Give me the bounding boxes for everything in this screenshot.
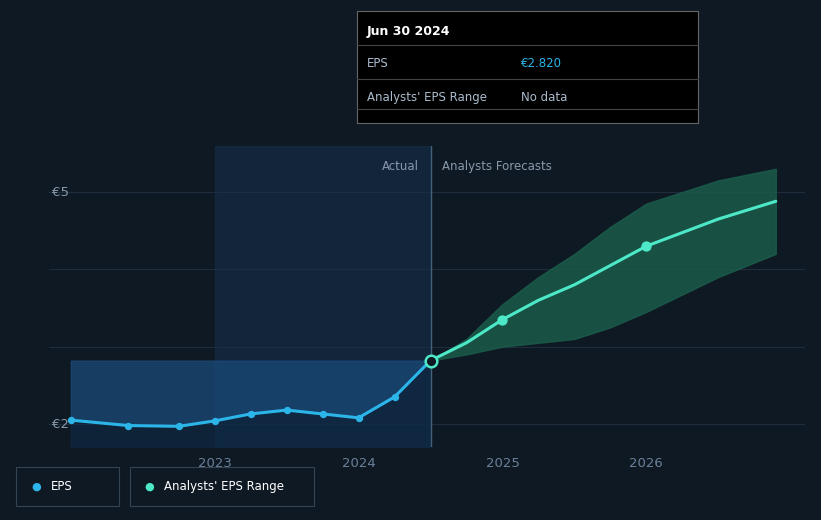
Text: ●: ●: [31, 481, 41, 491]
Text: Analysts Forecasts: Analysts Forecasts: [442, 160, 552, 173]
Text: EPS: EPS: [51, 479, 72, 493]
Text: No data: No data: [521, 90, 567, 104]
Point: [172, 422, 186, 431]
Point: [280, 406, 293, 414]
Point: [209, 417, 222, 425]
Text: €2.820: €2.820: [521, 57, 562, 70]
Point: [640, 242, 653, 250]
Text: Jun 30 2024: Jun 30 2024: [367, 24, 451, 38]
Text: Analysts' EPS Range: Analysts' EPS Range: [164, 479, 284, 493]
Point: [496, 316, 509, 324]
Point: [64, 416, 77, 424]
Text: EPS: EPS: [367, 57, 388, 70]
Text: €5: €5: [53, 186, 69, 199]
Point: [424, 356, 437, 365]
Point: [316, 410, 329, 418]
Bar: [215, 146, 430, 447]
Point: [244, 410, 257, 418]
Text: ●: ●: [144, 481, 154, 491]
Text: Actual: Actual: [382, 160, 419, 173]
Text: Analysts' EPS Range: Analysts' EPS Range: [367, 90, 487, 104]
Point: [122, 421, 135, 430]
Point: [352, 413, 365, 422]
Text: €2: €2: [53, 418, 69, 431]
Point: [388, 393, 401, 401]
